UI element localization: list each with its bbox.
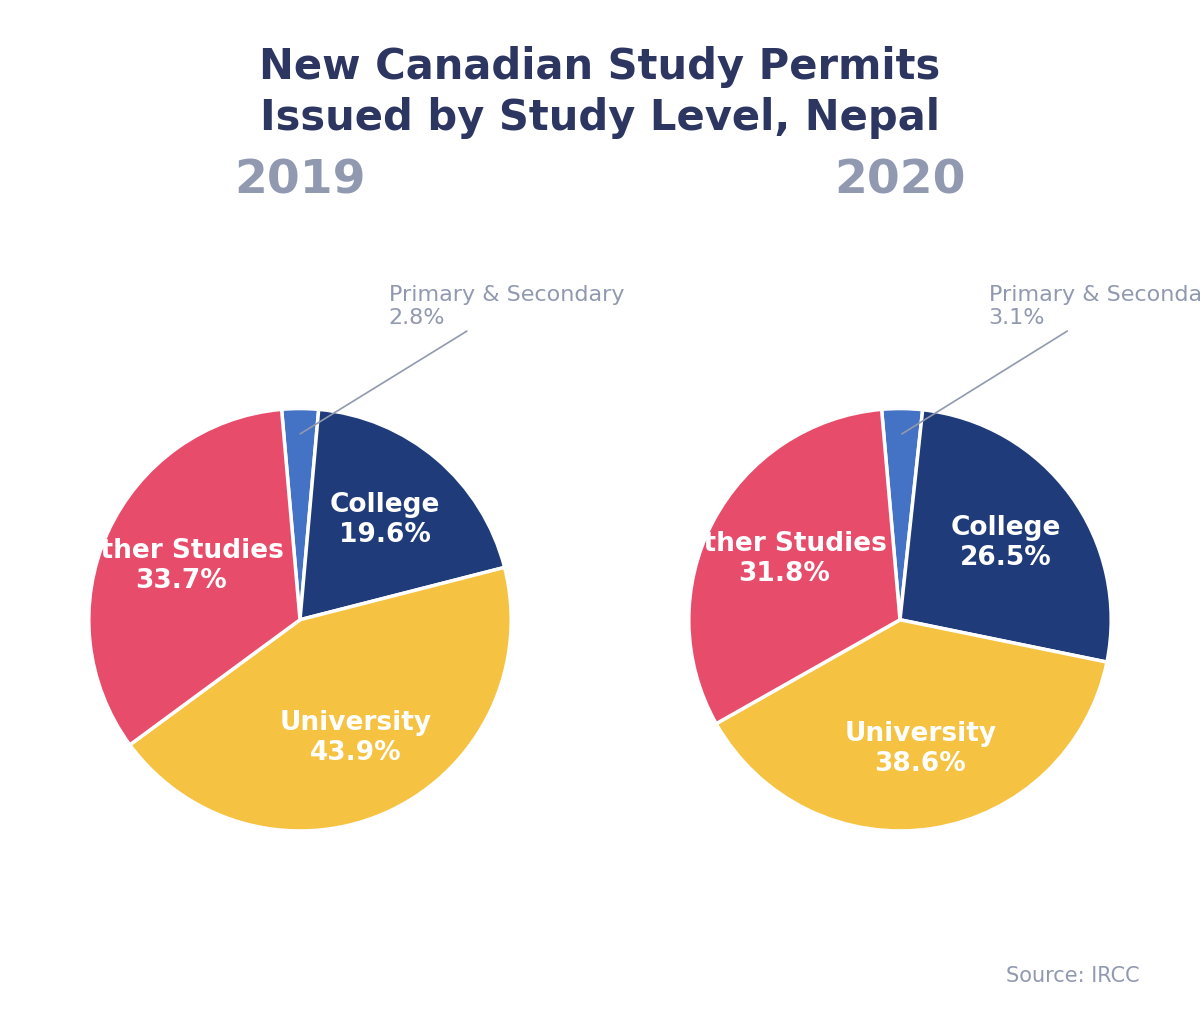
Wedge shape bbox=[882, 408, 923, 620]
Wedge shape bbox=[300, 409, 505, 620]
Text: Other Studies
33.7%: Other Studies 33.7% bbox=[78, 537, 283, 593]
Wedge shape bbox=[89, 409, 300, 745]
Text: 2020: 2020 bbox=[834, 158, 966, 203]
Text: College
26.5%: College 26.5% bbox=[950, 514, 1061, 571]
Wedge shape bbox=[130, 567, 511, 831]
Text: Source: IRCC: Source: IRCC bbox=[1007, 965, 1140, 986]
Text: University
43.9%: University 43.9% bbox=[280, 710, 432, 766]
Wedge shape bbox=[282, 408, 319, 620]
Text: Primary & Secondary
3.1%: Primary & Secondary 3.1% bbox=[902, 285, 1200, 434]
Text: University
38.6%: University 38.6% bbox=[845, 721, 996, 777]
Wedge shape bbox=[900, 409, 1111, 662]
Text: 2019: 2019 bbox=[234, 158, 366, 203]
Text: Issued by Study Level, Nepal: Issued by Study Level, Nepal bbox=[260, 97, 940, 138]
Text: Primary & Secondary
2.8%: Primary & Secondary 2.8% bbox=[300, 285, 624, 434]
Wedge shape bbox=[689, 409, 900, 723]
Wedge shape bbox=[716, 620, 1106, 831]
Text: College
19.6%: College 19.6% bbox=[330, 492, 440, 548]
Text: New Canadian Study Permits: New Canadian Study Permits bbox=[259, 46, 941, 87]
Text: Other Studies
31.8%: Other Studies 31.8% bbox=[682, 530, 887, 587]
